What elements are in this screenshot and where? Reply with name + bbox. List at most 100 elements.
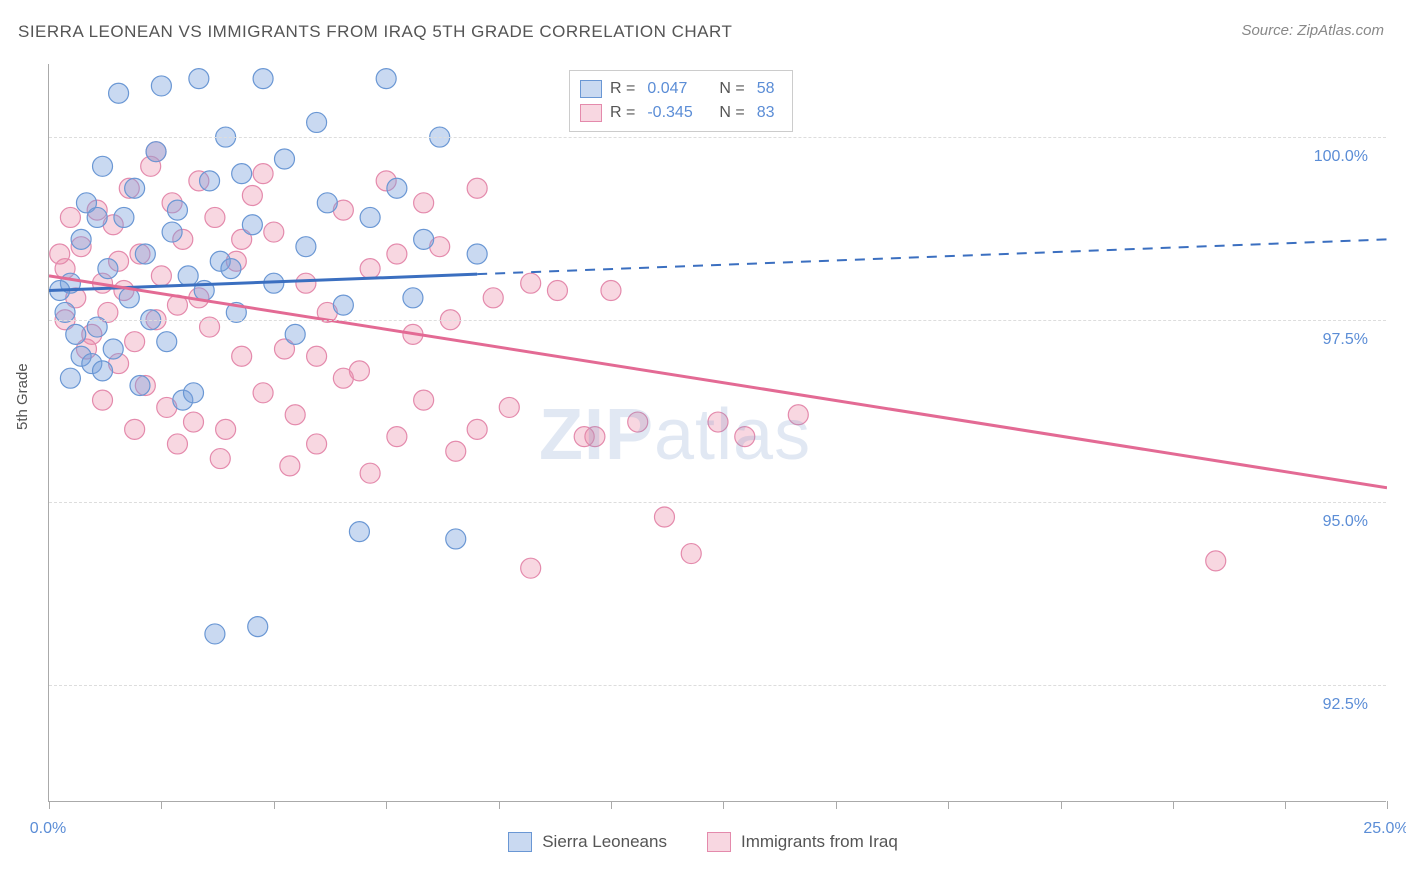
x-tick	[386, 801, 387, 809]
source-attribution: Source: ZipAtlas.com	[1241, 22, 1384, 39]
data-point	[93, 390, 113, 410]
plot-svg	[49, 64, 1387, 802]
data-point	[521, 273, 541, 293]
data-point	[387, 178, 407, 198]
legend-swatch	[580, 80, 602, 98]
trend-line	[49, 276, 1387, 488]
data-point	[601, 281, 621, 301]
data-point	[103, 339, 123, 359]
data-point	[125, 332, 145, 352]
y-tick-label: 95.0%	[1323, 513, 1368, 531]
x-tick	[1387, 801, 1388, 809]
data-point	[130, 376, 150, 396]
stats-legend: R =0.047N =58R =-0.345N =83	[569, 70, 793, 132]
data-point	[93, 361, 113, 381]
data-point	[360, 259, 380, 279]
data-point	[98, 259, 118, 279]
data-point	[387, 427, 407, 447]
data-point	[60, 207, 80, 227]
data-point	[60, 368, 80, 388]
x-tick	[499, 801, 500, 809]
data-point	[628, 412, 648, 432]
data-point	[248, 617, 268, 637]
data-point	[221, 259, 241, 279]
data-point	[387, 244, 407, 264]
r-value: 0.047	[647, 80, 707, 98]
data-point	[114, 207, 134, 227]
x-tick	[611, 801, 612, 809]
data-point	[167, 200, 187, 220]
n-label: N =	[719, 104, 744, 122]
data-point	[200, 171, 220, 191]
data-point	[585, 427, 605, 447]
gridline	[49, 137, 1386, 138]
data-point	[360, 207, 380, 227]
x-tick	[274, 801, 275, 809]
x-tick	[836, 801, 837, 809]
data-point	[253, 383, 273, 403]
legend-swatch	[508, 832, 532, 852]
data-point	[446, 441, 466, 461]
data-point	[253, 69, 273, 89]
data-point	[681, 544, 701, 564]
data-point	[307, 346, 327, 366]
data-point	[333, 295, 353, 315]
chart-title: SIERRA LEONEAN VS IMMIGRANTS FROM IRAQ 5…	[18, 22, 732, 42]
data-point	[708, 412, 728, 432]
data-point	[403, 288, 423, 308]
data-point	[242, 215, 262, 235]
series-legend: Sierra LeoneansImmigrants from Iraq	[0, 832, 1406, 852]
gridline	[49, 320, 1386, 321]
data-point	[285, 405, 305, 425]
data-point	[467, 178, 487, 198]
data-point	[414, 229, 434, 249]
x-tick	[948, 801, 949, 809]
x-tick	[1173, 801, 1174, 809]
x-tick	[723, 801, 724, 809]
data-point	[135, 244, 155, 264]
data-point	[184, 383, 204, 403]
data-point	[157, 332, 177, 352]
data-point	[360, 463, 380, 483]
data-point	[167, 434, 187, 454]
r-label: R =	[610, 104, 635, 122]
data-point	[467, 244, 487, 264]
data-point	[125, 178, 145, 198]
legend-label: Sierra Leoneans	[542, 832, 667, 852]
data-point	[788, 405, 808, 425]
n-value: 58	[757, 80, 775, 98]
data-point	[414, 390, 434, 410]
data-point	[654, 507, 674, 527]
data-point	[414, 193, 434, 213]
data-point	[1206, 551, 1226, 571]
data-point	[296, 237, 316, 257]
legend-swatch	[707, 832, 731, 852]
data-point	[93, 156, 113, 176]
data-point	[87, 207, 107, 227]
data-point	[280, 456, 300, 476]
x-tick	[49, 801, 50, 809]
data-point	[735, 427, 755, 447]
data-point	[205, 624, 225, 644]
data-point	[307, 112, 327, 132]
data-point	[285, 324, 305, 344]
data-point	[333, 368, 353, 388]
data-point	[274, 149, 294, 169]
legend-item: Sierra Leoneans	[508, 832, 667, 852]
data-point	[151, 266, 171, 286]
data-point	[146, 142, 166, 162]
n-value: 83	[757, 104, 775, 122]
n-label: N =	[719, 80, 744, 98]
x-tick-label: 0.0%	[30, 820, 66, 838]
data-point	[446, 529, 466, 549]
legend-swatch	[580, 104, 602, 122]
data-point	[242, 186, 262, 206]
data-point	[125, 419, 145, 439]
data-point	[307, 434, 327, 454]
r-label: R =	[610, 80, 635, 98]
y-axis-label: 5th Grade	[14, 363, 31, 430]
data-point	[483, 288, 503, 308]
data-point	[151, 76, 171, 96]
data-point	[184, 412, 204, 432]
gridline	[49, 685, 1386, 686]
